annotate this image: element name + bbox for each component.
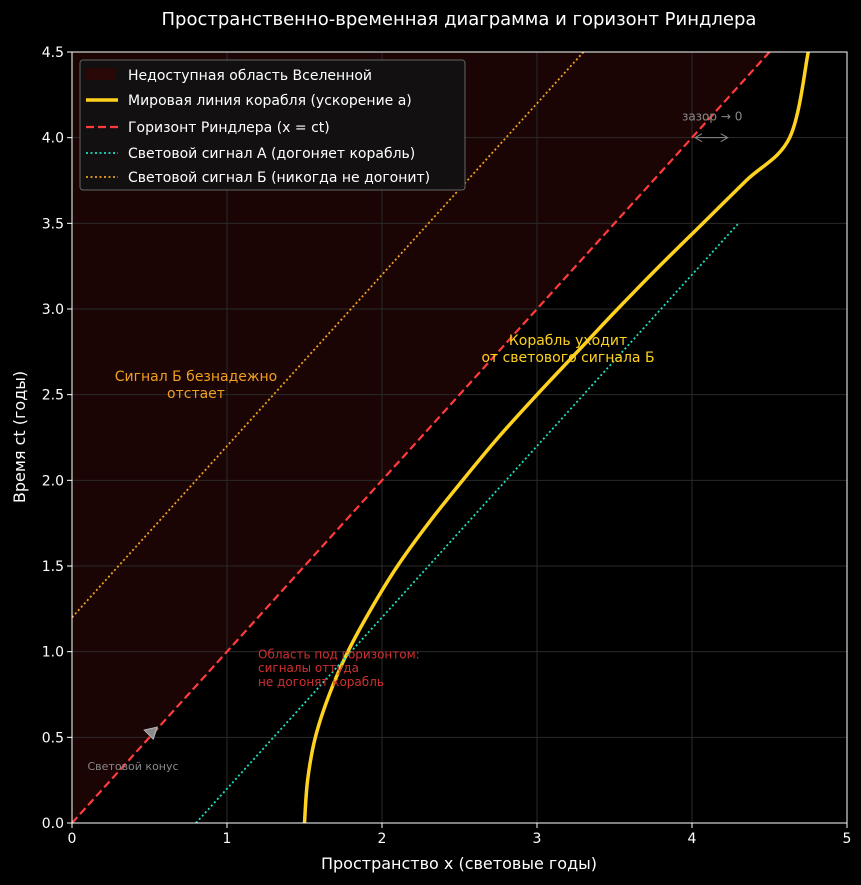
y-tick-label: 1.5 bbox=[42, 559, 64, 575]
x-tick-label: 0 bbox=[68, 831, 77, 847]
series-layer bbox=[72, 52, 810, 823]
legend-label-forbidden: Недоступная область Вселенной bbox=[128, 68, 372, 84]
y-tick-label: 4.5 bbox=[42, 45, 64, 61]
y-tick-label: 4.0 bbox=[42, 131, 64, 147]
ship-worldline bbox=[302, 52, 810, 823]
annotation-text: Корабль уходит bbox=[509, 333, 627, 349]
legend-label-horizon: Горизонт Риндлера (x = ct) bbox=[128, 120, 330, 136]
x-tick-label: 2 bbox=[378, 831, 387, 847]
legend-swatch-forbidden bbox=[86, 68, 116, 80]
x-tick-label: 5 bbox=[843, 831, 852, 847]
x-axis-label-text: Пространство x (световые годы) bbox=[321, 854, 597, 873]
legend-box bbox=[79, 59, 466, 191]
y-tick-label: 3.0 bbox=[42, 302, 64, 318]
x-axis-label: Пространство x (световые годы) bbox=[321, 854, 597, 873]
y-axis-label-text: Время ct (годы) bbox=[10, 371, 29, 503]
light-signal-b bbox=[72, 52, 585, 619]
y-tick-label: 3.5 bbox=[42, 216, 64, 232]
y-tick-label: 2.5 bbox=[42, 388, 64, 404]
legend: Недоступная область Вселенной Мировая ли… bbox=[79, 59, 466, 191]
x-tick-label: 1 bbox=[223, 831, 232, 847]
plot-frame bbox=[71, 51, 848, 824]
gap-arrow-head-left bbox=[693, 133, 703, 143]
annotation-text: от светового сигнала Б bbox=[481, 350, 654, 366]
annotation-text: Сигнал Б безнадежно bbox=[115, 369, 277, 385]
annotation-text: отстает bbox=[167, 386, 225, 402]
annotation-text: не догонят корабль bbox=[258, 675, 384, 689]
y-tick-label: 0.5 bbox=[42, 730, 64, 746]
rindler-horizon bbox=[72, 52, 771, 823]
y-tick-label: 0.0 bbox=[42, 816, 64, 832]
y-tick-label: 2.0 bbox=[42, 473, 64, 489]
annotation-text: Световой конус bbox=[88, 760, 179, 773]
y-axis-label: Время ct (годы) bbox=[10, 371, 29, 503]
annotation-text: зазор → 0 bbox=[682, 110, 742, 124]
extras-layer bbox=[143, 133, 729, 740]
y-tick-label: 1.0 bbox=[42, 645, 64, 661]
light-cone-arrow bbox=[143, 726, 159, 740]
x-tick-label: 4 bbox=[688, 831, 697, 847]
gap-arrow-head-right bbox=[720, 133, 729, 143]
annotation-text: Область под горизонтом: bbox=[258, 648, 420, 662]
annotation-text: сигналы оттуда bbox=[258, 661, 359, 675]
plot-area bbox=[72, 52, 847, 823]
legend-label-signal-b: Световой сигнал Б (никогда не догонит) bbox=[128, 170, 430, 186]
y-axis-ticks: 0.0 0.5 1.0 1.5 2.0 2.5 3.0 3.5 4.0 4.5 bbox=[42, 45, 72, 832]
x-tick-label: 3 bbox=[533, 831, 542, 847]
legend-label-ship: Мировая линия корабля (ускорение a) bbox=[128, 93, 412, 109]
legend-label-signal-a: Световой сигнал А (догоняет корабль) bbox=[128, 146, 415, 162]
x-axis-ticks: 0 1 2 3 4 5 bbox=[68, 823, 852, 847]
chart-title: Пространственно-временная диаграмма и го… bbox=[162, 9, 757, 30]
